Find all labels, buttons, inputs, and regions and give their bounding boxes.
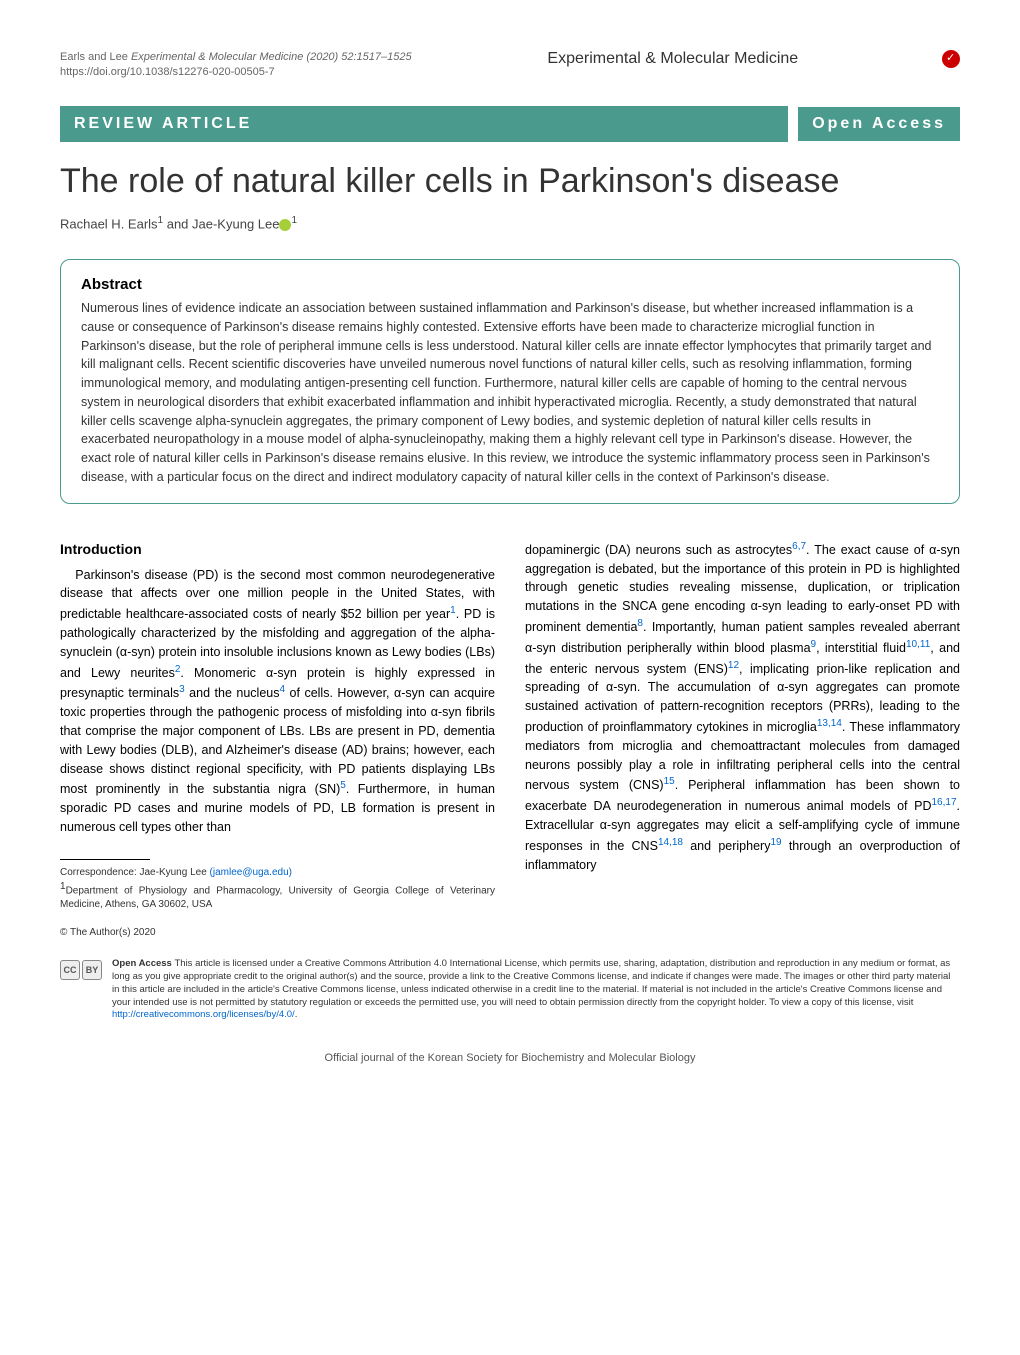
rp-d: , interstitial fluid (816, 641, 906, 655)
journal-ref: Experimental & Molecular Medicine (2020)… (131, 51, 412, 63)
author-1: Rachael H. Earls (60, 216, 158, 231)
cc-badge: CC BY (60, 960, 102, 1022)
ref-15[interactable]: 15 (664, 776, 675, 787)
oa-bold: Open Access (112, 958, 174, 969)
left-column: Introduction Parkinson's disease (PD) is… (60, 539, 495, 912)
body-columns: Introduction Parkinson's disease (PD) is… (60, 539, 960, 912)
ref-1011[interactable]: 10,11 (906, 639, 930, 650)
article-type-banner: REVIEW ARTICLE Open Access (60, 106, 960, 142)
abstract-heading: Abstract (81, 276, 939, 293)
orcid-icon[interactable] (279, 219, 291, 231)
license-text: Open Access This article is licensed und… (112, 958, 960, 1022)
banner-open-access-wrap: Open Access (788, 106, 960, 142)
author-2-aff: 1 (291, 215, 297, 226)
ref-19[interactable]: 19 (770, 837, 781, 848)
ref-12[interactable]: 12 (728, 660, 739, 671)
footnote-divider (60, 859, 150, 860)
license-body: This article is licensed under a Creativ… (112, 958, 950, 1007)
license-link[interactable]: http://creativecommons.org/licenses/by/4… (112, 1009, 295, 1020)
ref-1418[interactable]: 14,18 (658, 837, 683, 848)
rp-a: dopaminergic (DA) neurons such as astroc… (525, 543, 792, 557)
lp-e: of cells. However, α-syn can acquire tox… (60, 687, 495, 797)
left-paragraph: Parkinson's disease (PD) is the second m… (60, 566, 495, 837)
corr-label: Correspondence: Jae-Kyung Lee (60, 867, 210, 878)
ref-1617[interactable]: 16,17 (931, 797, 956, 808)
affiliation: Department of Physiology and Pharmacolog… (60, 885, 495, 910)
correspondence-footnote: Correspondence: Jae-Kyung Lee (jamlee@ug… (60, 866, 495, 912)
header-left: Earls and Lee Experimental & Molecular M… (60, 50, 412, 81)
license-row: CC BY Open Access This article is licens… (60, 958, 960, 1022)
ref-67[interactable]: 6,7 (792, 541, 806, 552)
lp-a: Parkinson's disease (PD) is the second m… (60, 568, 495, 622)
rp-j: and periphery (683, 839, 770, 853)
authors-short: Earls and Lee (60, 51, 128, 63)
journal-name: Experimental & Molecular Medicine (547, 50, 798, 81)
banner-article-type: REVIEW ARTICLE (60, 106, 788, 142)
doi: https://doi.org/10.1038/s12276-020-00505… (60, 66, 275, 78)
author-2: and Jae-Kyung Lee (163, 216, 279, 231)
abstract-text: Numerous lines of evidence indicate an a… (81, 299, 939, 487)
page-header: Earls and Lee Experimental & Molecular M… (60, 50, 960, 81)
article-title: The role of natural killer cells in Park… (60, 162, 960, 201)
cc-icon: CC (60, 960, 80, 980)
abstract-box: Abstract Numerous lines of evidence indi… (60, 259, 960, 504)
by-icon: BY (82, 960, 102, 980)
right-paragraph: dopaminergic (DA) neurons such as astroc… (525, 539, 960, 875)
intro-heading: Introduction (60, 539, 495, 560)
copyright-line: © The Author(s) 2020 (60, 926, 960, 940)
ref-1314[interactable]: 13,14 (817, 718, 842, 729)
right-column: dopaminergic (DA) neurons such as astroc… (525, 539, 960, 912)
corr-email[interactable]: (jamlee@uga.edu) (210, 867, 292, 878)
license-period: . (295, 1009, 298, 1020)
banner-open-access: Open Access (798, 107, 960, 141)
authors-line: Rachael H. Earls1 and Jae-Kyung Lee1 (60, 215, 960, 231)
lp-d: and the nucleus (185, 687, 280, 701)
page-footer: Official journal of the Korean Society f… (60, 1052, 960, 1064)
check-updates-icon[interactable] (942, 50, 960, 68)
